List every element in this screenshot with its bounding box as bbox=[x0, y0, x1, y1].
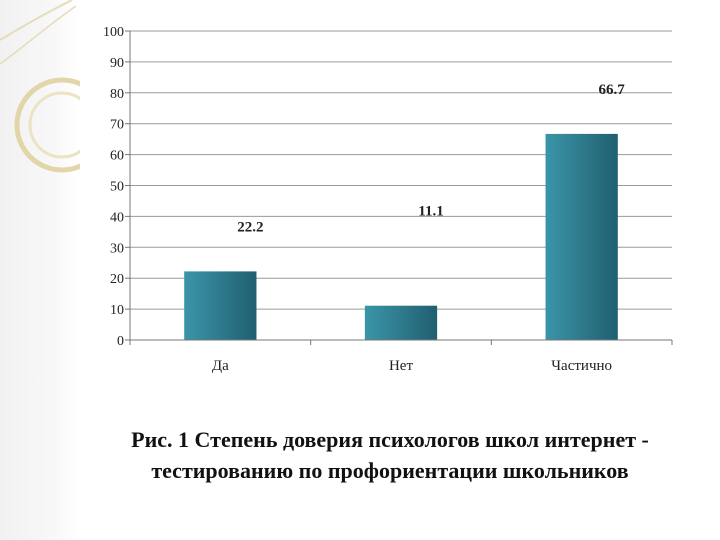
data-label: 22.2 bbox=[237, 219, 263, 235]
data-label: 66.7 bbox=[599, 82, 626, 98]
y-tick-label: 50 bbox=[110, 180, 124, 195]
y-tick-label: 30 bbox=[110, 241, 124, 256]
bars bbox=[184, 133, 618, 340]
y-tick-label: 80 bbox=[110, 87, 124, 102]
y-tick-label: 100 bbox=[103, 25, 124, 40]
side-decor-band bbox=[0, 0, 78, 540]
x-axis: Да Нет Частично bbox=[129, 339, 673, 374]
data-labels: 22.2 11.1 66.7 bbox=[237, 82, 625, 236]
x-category-label: Да bbox=[212, 358, 229, 374]
y-tick-label: 10 bbox=[110, 303, 124, 318]
bar-1 bbox=[184, 271, 257, 340]
x-category-label: Нет bbox=[389, 358, 413, 374]
y-tick-label: 40 bbox=[110, 210, 124, 225]
y-axis: 0 10 20 30 40 50 60 70 80 90 100 bbox=[103, 25, 131, 349]
x-category-label: Частично bbox=[551, 358, 612, 374]
y-tick-label: 60 bbox=[110, 149, 124, 164]
y-tick-label: 90 bbox=[110, 56, 124, 71]
figure-caption: Рис. 1 Степень доверия психологов школ и… bbox=[131, 427, 649, 483]
decorative-rings bbox=[0, 0, 80, 173]
y-tick-label: 70 bbox=[110, 118, 124, 133]
y-tick-label: 0 bbox=[117, 334, 124, 349]
bar-2 bbox=[364, 305, 438, 340]
y-tick-label: 20 bbox=[110, 272, 124, 287]
bar-3 bbox=[545, 133, 618, 340]
bar-chart: 0 10 20 30 40 50 60 70 80 90 100 22.2 11.1 66.7 Да Не… bbox=[103, 25, 673, 374]
data-label: 11.1 bbox=[418, 204, 443, 220]
